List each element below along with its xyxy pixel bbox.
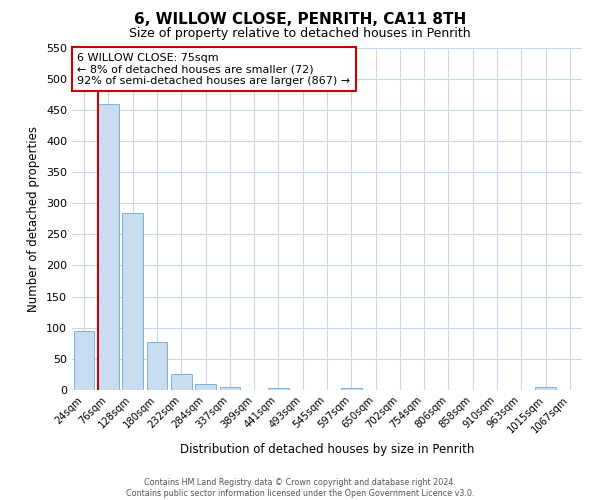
Text: Size of property relative to detached houses in Penrith: Size of property relative to detached ho… [129, 28, 471, 40]
Bar [195, 384, 216, 390]
Text: 6, WILLOW CLOSE, PENRITH, CA11 8TH: 6, WILLOW CLOSE, PENRITH, CA11 8TH [134, 12, 466, 28]
Bar [268, 388, 289, 390]
Text: Contains HM Land Registry data © Crown copyright and database right 2024.
Contai: Contains HM Land Registry data © Crown c… [126, 478, 474, 498]
Text: 6 WILLOW CLOSE: 75sqm
← 8% of detached houses are smaller (72)
92% of semi-detac: 6 WILLOW CLOSE: 75sqm ← 8% of detached h… [77, 52, 350, 86]
Bar [220, 387, 240, 390]
Bar [171, 374, 191, 390]
Bar [74, 331, 94, 390]
Bar [341, 388, 362, 390]
X-axis label: Distribution of detached houses by size in Penrith: Distribution of detached houses by size … [180, 443, 474, 456]
Y-axis label: Number of detached properties: Number of detached properties [28, 126, 40, 312]
Bar [146, 342, 167, 390]
Bar [122, 212, 143, 390]
Bar [535, 387, 556, 390]
Bar [98, 104, 119, 390]
